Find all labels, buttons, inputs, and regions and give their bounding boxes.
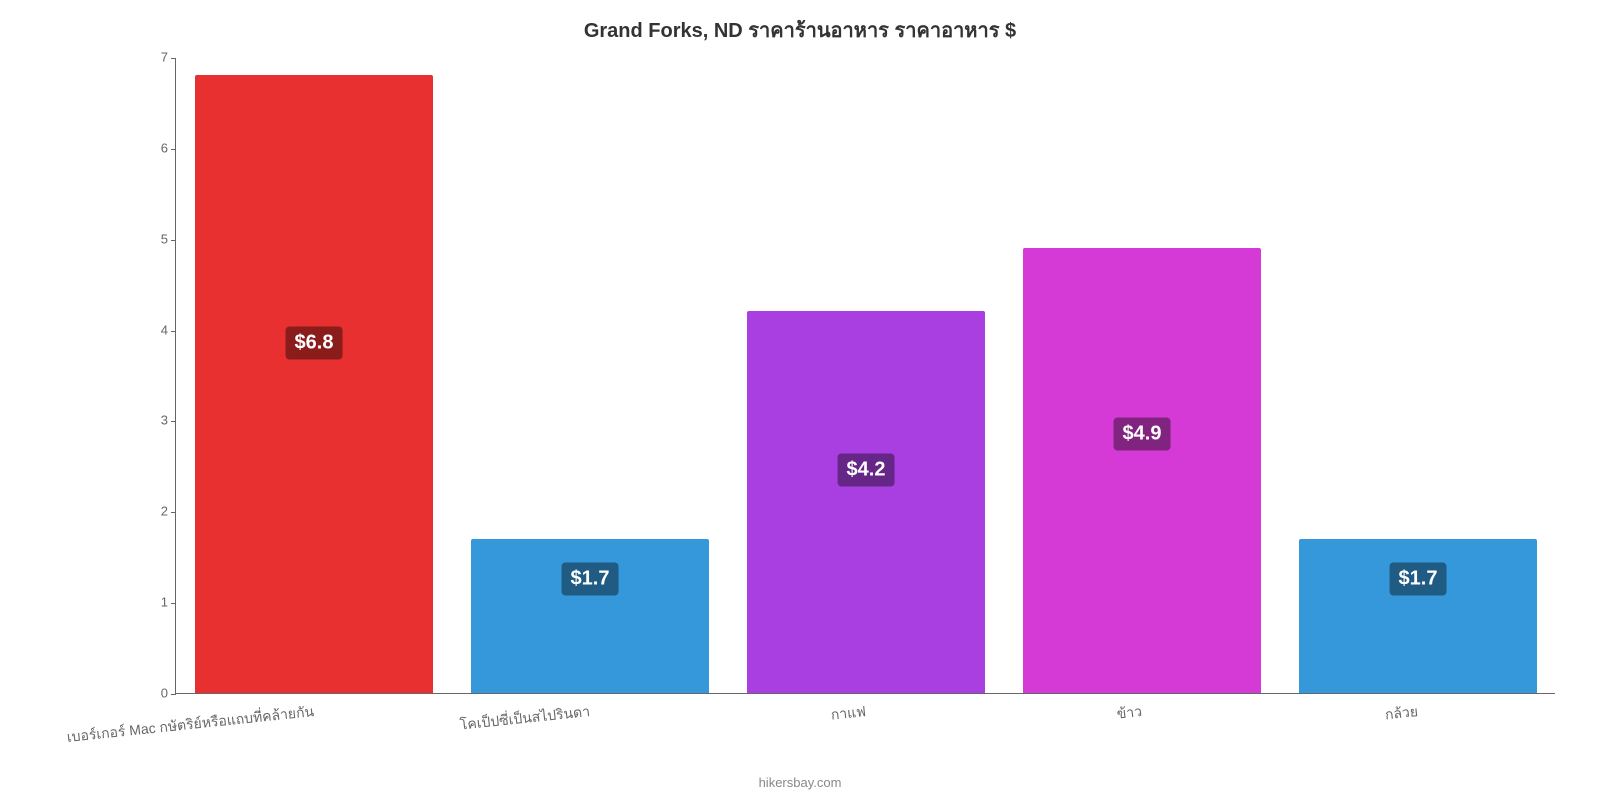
ytick-mark bbox=[171, 149, 176, 150]
chart-credit: hikersbay.com bbox=[0, 775, 1600, 790]
ytick-label: 4 bbox=[161, 322, 168, 337]
chart-title: Grand Forks, ND ราคาร้านอาหาร ราคาอาหาร … bbox=[0, 14, 1600, 46]
value-badge: $6.8 bbox=[286, 327, 343, 360]
value-badge: $1.7 bbox=[1390, 563, 1447, 596]
ytick-mark bbox=[171, 240, 176, 241]
plot-area: 01234567$6.8เบอร์เกอร์ Mac กษัตริย์หรือแ… bbox=[175, 58, 1555, 694]
price-bar-chart: Grand Forks, ND ราคาร้านอาหาร ราคาอาหาร … bbox=[0, 0, 1600, 800]
bar bbox=[471, 539, 708, 693]
ytick-label: 3 bbox=[161, 413, 168, 428]
bar bbox=[1023, 248, 1260, 693]
ytick-mark bbox=[171, 58, 176, 59]
ytick-mark bbox=[171, 603, 176, 604]
ytick-label: 0 bbox=[161, 686, 168, 701]
value-badge: $4.9 bbox=[1114, 418, 1171, 451]
ytick-label: 7 bbox=[161, 50, 168, 65]
bar bbox=[1299, 539, 1536, 693]
ytick-label: 5 bbox=[161, 231, 168, 246]
value-badge: $1.7 bbox=[562, 563, 619, 596]
ytick-mark bbox=[171, 694, 176, 695]
ytick-mark bbox=[171, 512, 176, 513]
bar bbox=[747, 311, 984, 693]
ytick-label: 1 bbox=[161, 595, 168, 610]
ytick-label: 6 bbox=[161, 140, 168, 155]
ytick-label: 2 bbox=[161, 504, 168, 519]
value-badge: $4.2 bbox=[838, 454, 895, 487]
ytick-mark bbox=[171, 331, 176, 332]
bar bbox=[195, 75, 432, 693]
ytick-mark bbox=[171, 421, 176, 422]
